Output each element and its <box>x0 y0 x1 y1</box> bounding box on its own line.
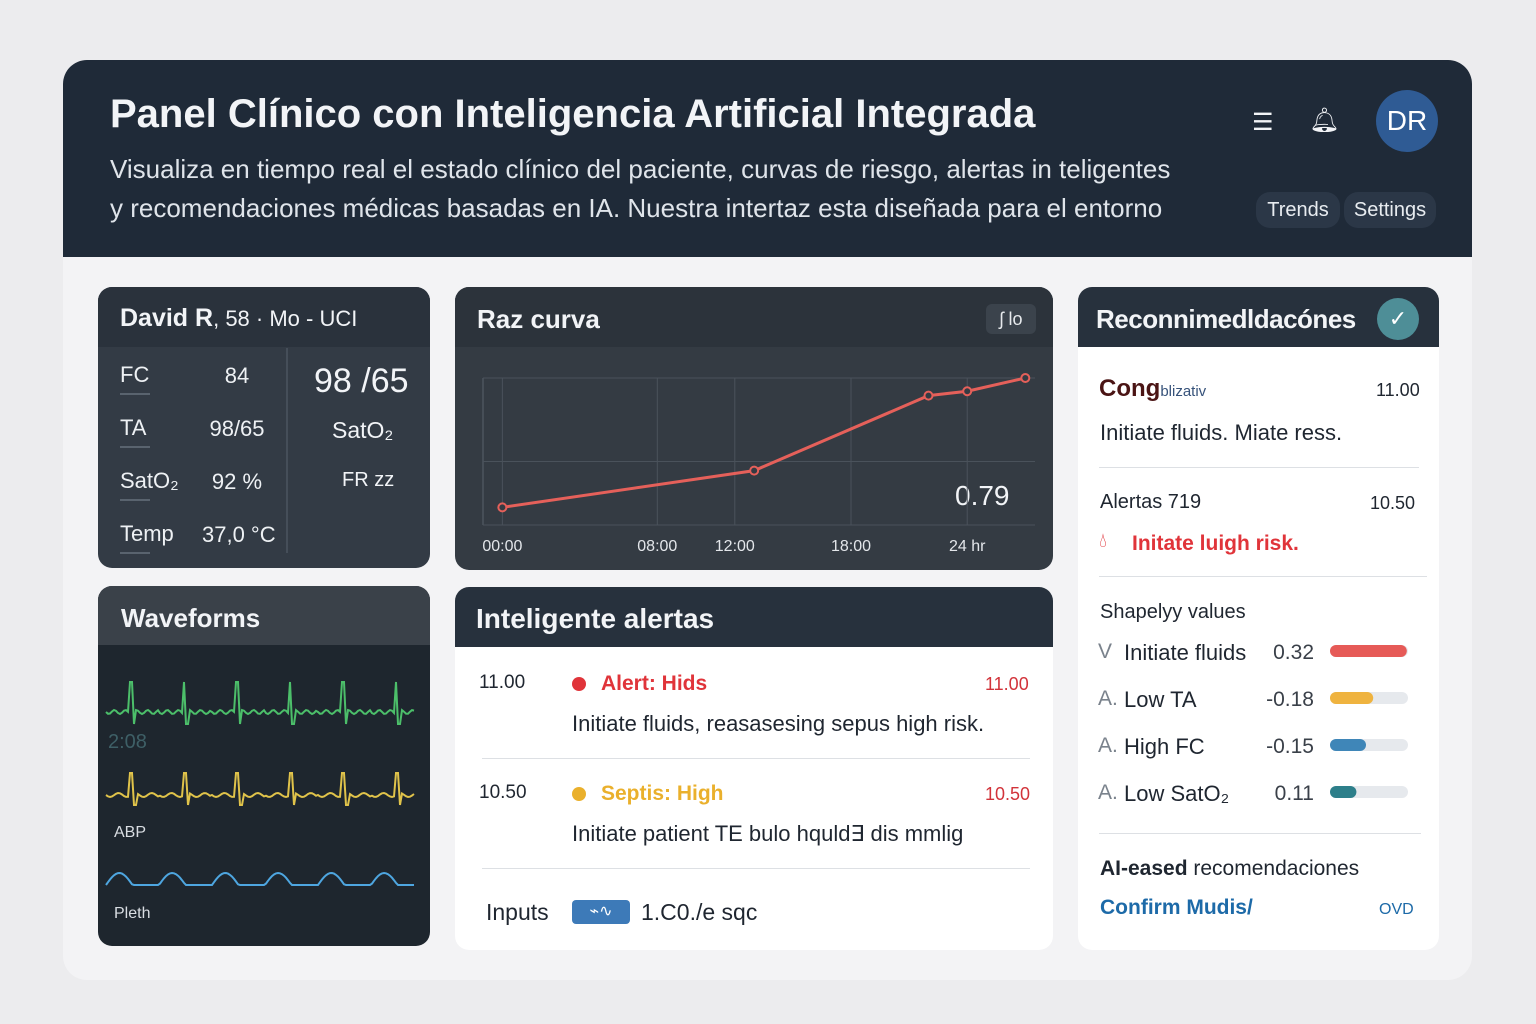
shap-icon: A. <box>1098 687 1118 710</box>
vital-label: TA <box>120 415 147 440</box>
wave-label: 2:08 <box>108 731 147 753</box>
divider <box>1099 467 1419 468</box>
inputs-value: 1.C0./e sqc <box>641 899 758 925</box>
vital-value: 37,0 °C <box>202 522 276 547</box>
shap-icon: V <box>1098 640 1113 663</box>
alerts-card <box>455 587 1053 950</box>
details: , 58 · Mo - UCI <box>213 306 358 331</box>
patient-name: David R, 58 · Mo - UCI <box>120 304 357 333</box>
card-title: Reconnimedldacónes <box>1096 304 1356 334</box>
shap-value: -0.18 <box>1266 688 1314 711</box>
vital-label: Temp <box>120 521 174 546</box>
alert-text: Initiate fluids, reasasesing sepus high … <box>572 711 985 736</box>
wave-label: Pleth <box>114 905 151 922</box>
shap-value: 0.32 <box>1273 641 1314 664</box>
alert-label: Septis: High <box>601 782 724 805</box>
side-value: 98 /65 <box>314 362 409 400</box>
drop-icon: 💧︎ <box>1099 530 1107 552</box>
annotation: 0.79 <box>955 480 1010 511</box>
card-header <box>98 586 430 645</box>
menu-icon[interactable]: ☰ <box>1252 109 1274 136</box>
card-header <box>98 287 430 347</box>
check-icon[interactable]: ✓ <box>1377 298 1419 340</box>
alert-dot <box>572 787 586 801</box>
vital-underline <box>120 446 150 448</box>
card-header <box>455 287 1053 347</box>
vital-underline <box>120 393 150 395</box>
title: Panel Clínico con Inteligencia Artificia… <box>110 92 1036 136</box>
inputs-icon[interactable]: ⌁∿ <box>572 900 630 924</box>
shap-label: Initiate fluids <box>1124 640 1247 665</box>
shap-value: 0.11 <box>1274 782 1314 805</box>
shap-label: Low SatO₂ <box>1124 781 1230 806</box>
divider <box>1099 833 1421 834</box>
alert-time-right: 10.50 <box>985 784 1031 804</box>
alert-label: Alert: Hids <box>601 672 708 695</box>
link-right[interactable]: OVD <box>1379 901 1414 918</box>
avatar[interactable]: DR <box>1376 90 1438 152</box>
alert-time: 10.50 <box>479 782 527 803</box>
card-header <box>455 587 1053 647</box>
bell-icon[interactable]: 🔔︎ <box>1309 107 1340 134</box>
badge[interactable]: ʃ lo <box>986 304 1036 334</box>
vital-underline <box>120 552 150 554</box>
shap-value: -0.15 <box>1266 735 1314 758</box>
name: David R <box>120 304 214 332</box>
vital-underline <box>120 499 150 501</box>
waveform-card <box>98 586 430 946</box>
rec-title-small: blizativ <box>1160 383 1207 400</box>
shap-label: High FC <box>1124 734 1205 759</box>
shap-icon: A. <box>1098 734 1118 757</box>
shap-label: Low TA <box>1124 687 1197 712</box>
tab[interactable]: Trends <box>1256 192 1340 228</box>
subtitle: Visualiza en tiempo real el estado clíni… <box>110 154 1171 184</box>
subtitle: y recomendaciones médicas basadas en IA.… <box>110 193 1163 223</box>
divider <box>1099 576 1427 577</box>
rec-title-bold: Cong <box>1099 375 1161 402</box>
side-value: FR zz <box>342 469 395 491</box>
patient-card <box>98 287 430 568</box>
rec-text: Initiate fluids. Miate ress. <box>1100 420 1343 445</box>
shap-icon: A. <box>1098 781 1118 804</box>
footer-bold: AI-eased <box>1100 857 1188 880</box>
vital-value: 84 <box>224 363 250 388</box>
card-title: Waveforms <box>121 603 261 633</box>
divider <box>286 348 288 553</box>
link[interactable]: Confirm Mudis/ <box>1100 896 1253 919</box>
divider <box>482 758 1030 759</box>
inputs-label: Inputs <box>486 899 549 925</box>
shapley-title: Shapelyy values <box>1100 601 1246 623</box>
alert-time-right: 11.00 <box>985 674 1029 694</box>
alert-dot <box>572 677 586 691</box>
alert-time: 11.00 <box>479 672 526 693</box>
rec-title: Congblizativ <box>1099 375 1206 403</box>
footer-text: recomendaciones <box>1187 857 1360 880</box>
divider <box>482 868 1030 869</box>
rec-time: 10.50 <box>1370 493 1416 513</box>
rec-text: Initate luigh risk. <box>1132 532 1299 555</box>
recs-card <box>1078 287 1439 950</box>
card-title: Raz curva <box>477 304 600 334</box>
tab[interactable]: Settings <box>1344 192 1436 228</box>
vital-label: SatO₂ <box>120 468 179 493</box>
footer: AI-eased recomendaciones <box>1100 857 1359 881</box>
vital-value: 92 % <box>211 469 263 494</box>
vital-label: FC <box>120 362 150 387</box>
alert-text: Initiate patient TE bulo hquld∃ dis mmli… <box>572 821 964 846</box>
rec-time: 11.00 <box>1376 380 1420 400</box>
rec-title: Alertas 719 <box>1100 491 1202 513</box>
header <box>63 60 1472 257</box>
vital-value: 98/65 <box>209 416 265 441</box>
card-title: Inteligente alertas <box>476 603 715 634</box>
wave-label: ABP <box>114 824 147 841</box>
side-value: SatO₂ <box>332 417 394 443</box>
